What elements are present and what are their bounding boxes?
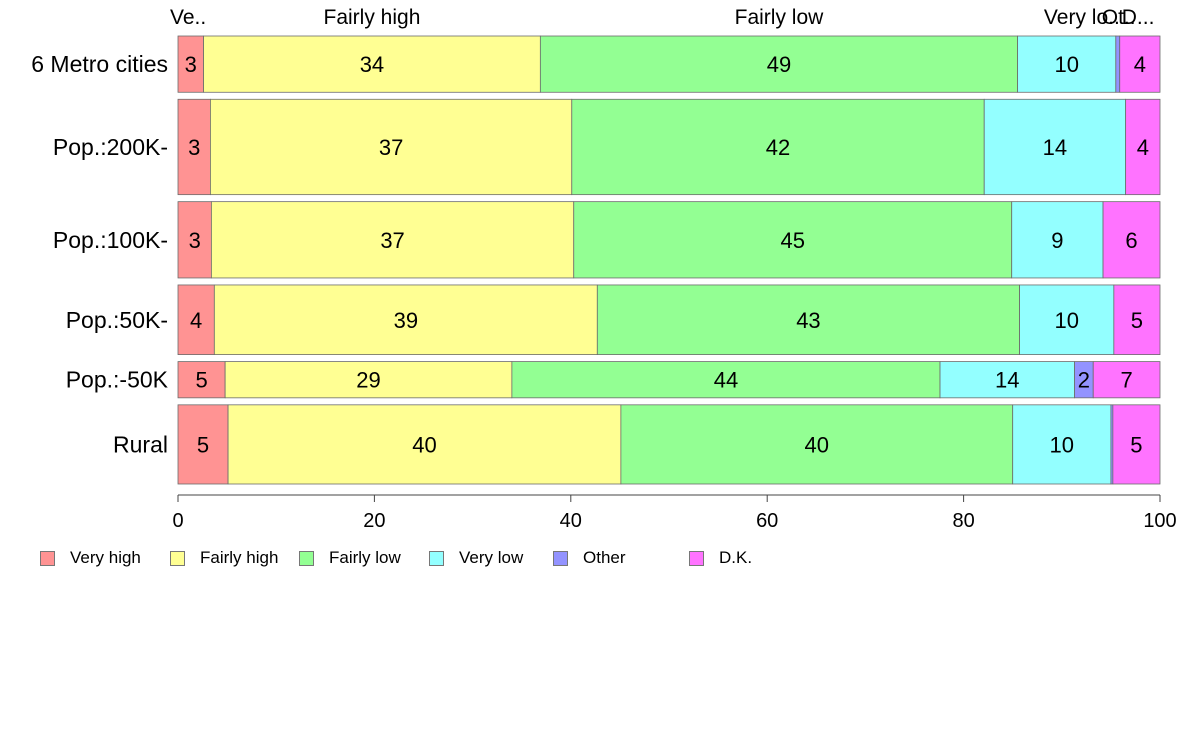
top-label: D... <box>1122 6 1155 29</box>
data-label: 44 <box>714 368 738 393</box>
data-label: 10 <box>1054 308 1078 333</box>
x-tick-label: 60 <box>756 510 778 532</box>
data-label: 39 <box>394 308 418 333</box>
data-label: 49 <box>767 52 791 77</box>
top-label: Very lo.. <box>1044 6 1120 29</box>
legend-swatch <box>689 551 704 566</box>
data-label: 40 <box>805 432 829 457</box>
bar-segment <box>224 361 513 399</box>
x-tick-label: 40 <box>560 510 582 532</box>
data-label: 4 <box>1134 52 1146 77</box>
data-label: 3 <box>185 52 197 77</box>
data-label: 42 <box>766 135 790 160</box>
data-label: 14 <box>995 368 1019 393</box>
data-label: 3 <box>188 135 200 160</box>
bar-segment <box>203 35 541 93</box>
x-tick-label: 20 <box>363 510 385 532</box>
data-label: 10 <box>1054 52 1078 77</box>
legend-label: D.K. <box>719 548 753 567</box>
legend-label: Fairly high <box>200 548 279 567</box>
x-tick-label: 80 <box>952 510 974 532</box>
bar-segment <box>983 98 1127 196</box>
data-label: 9 <box>1051 228 1063 253</box>
bar-segment <box>1125 98 1161 196</box>
bar-segment <box>177 35 204 93</box>
bar-segment <box>213 284 598 355</box>
legend-swatch <box>170 551 185 566</box>
data-label: 4 <box>190 308 202 333</box>
bar-segment <box>210 201 575 279</box>
data-label: 43 <box>796 308 820 333</box>
data-label: 5 <box>197 432 209 457</box>
data-label: 45 <box>780 228 804 253</box>
bar-segment <box>1102 201 1161 279</box>
bar-segment <box>177 404 229 485</box>
bar-segment <box>177 361 226 399</box>
category-label: 6 Metro cities <box>31 51 168 77</box>
data-label: 4 <box>1137 135 1149 160</box>
data-label: 29 <box>356 368 380 393</box>
data-label: 14 <box>1043 135 1067 160</box>
bar-segment <box>1011 201 1104 279</box>
bar-segment <box>1112 404 1161 485</box>
legend-label: Fairly low <box>329 548 401 567</box>
data-label: 3 <box>189 228 201 253</box>
category-label: Pop.:50K- <box>66 307 168 333</box>
bar-segment <box>1119 35 1161 93</box>
legend-swatch <box>429 551 444 566</box>
legend-label: Very high <box>70 548 141 567</box>
category-label: Pop.:100K- <box>53 227 168 253</box>
legend-label: Very low <box>459 548 524 567</box>
bar-segment <box>1012 404 1112 485</box>
bar-segment <box>571 98 985 196</box>
bar-segment <box>210 98 573 196</box>
data-label: 5 <box>1131 308 1143 333</box>
data-label: 6 <box>1125 228 1137 253</box>
legend-swatch <box>40 551 55 566</box>
data-label: 34 <box>360 52 384 77</box>
bar-segment <box>596 284 1020 355</box>
top-label: Fairly low <box>735 6 825 29</box>
bar-segment <box>1092 361 1161 399</box>
x-tick-label: 0 <box>172 510 183 532</box>
data-label: 7 <box>1120 368 1132 393</box>
bar-segment <box>511 361 941 399</box>
category-label: Rural <box>113 431 168 457</box>
x-tick-label: 100 <box>1143 510 1176 532</box>
bar-segment <box>177 98 211 196</box>
bar-segment <box>1019 284 1115 355</box>
bar-segment <box>539 35 1019 93</box>
data-label: 2 <box>1078 368 1090 393</box>
bar-segment <box>1115 35 1121 93</box>
top-label: Fairly high <box>324 6 421 29</box>
bar-segment <box>573 201 1013 279</box>
bar-segment <box>177 284 215 355</box>
category-label: Pop.:200K- <box>53 134 168 160</box>
legend-label: Other <box>583 548 626 567</box>
data-label: 37 <box>379 135 403 160</box>
top-label: Ve.. <box>170 6 206 29</box>
data-label: 40 <box>412 432 436 457</box>
data-label: 10 <box>1050 432 1074 457</box>
bar-segment <box>1113 284 1161 355</box>
data-label: 5 <box>1130 432 1142 457</box>
data-label: 5 <box>195 368 207 393</box>
bar-segment <box>1017 35 1117 93</box>
category-label: Pop.:-50K <box>66 367 169 393</box>
legend-swatch <box>553 551 568 566</box>
data-label: 37 <box>380 228 404 253</box>
top-label: Ot.. <box>1102 6 1136 29</box>
legend-swatch <box>299 551 314 566</box>
